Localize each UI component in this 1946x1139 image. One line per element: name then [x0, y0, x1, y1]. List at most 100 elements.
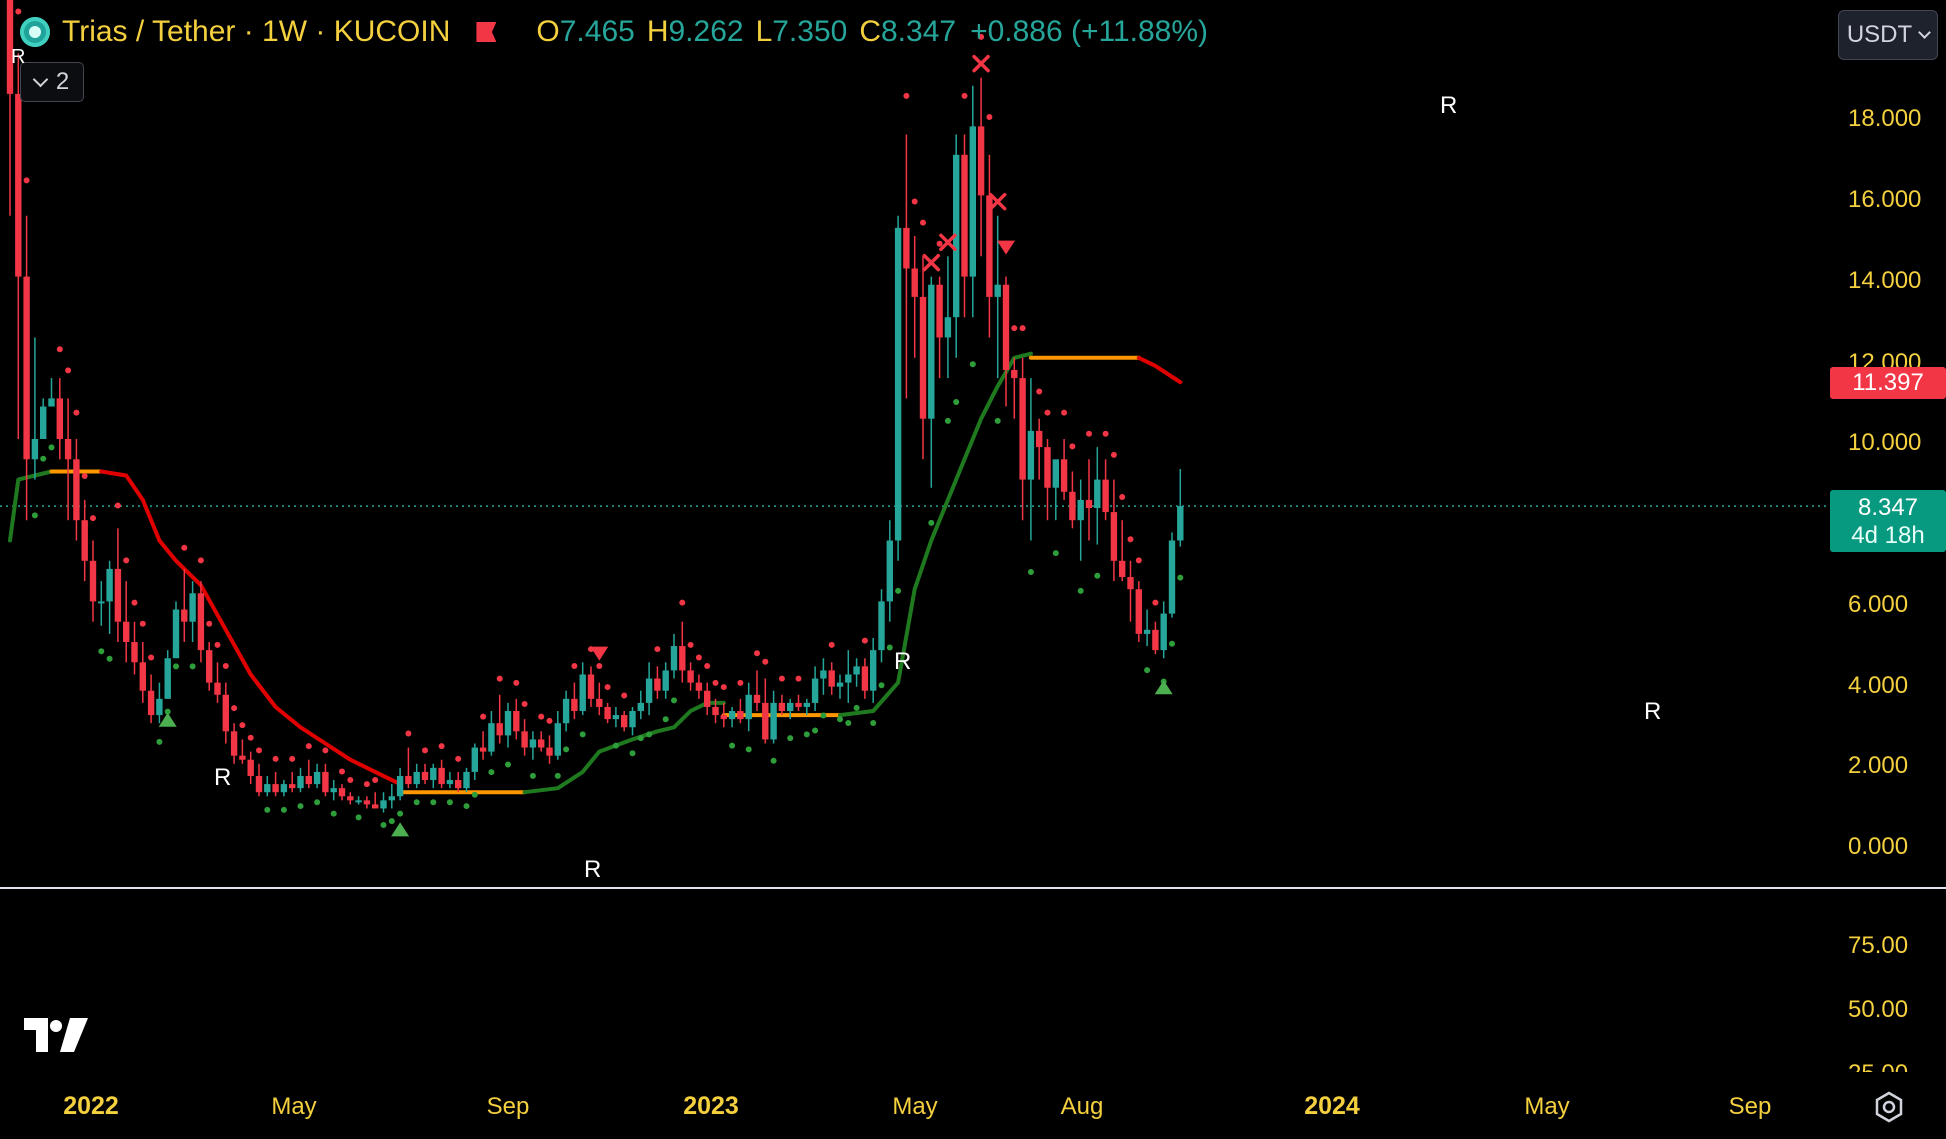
candle-body: [654, 678, 661, 691]
candle-body: [836, 682, 844, 687]
indicators-toggle-button[interactable]: 2: [20, 62, 84, 102]
candle-body: [405, 775, 412, 785]
tradingview-logo-icon[interactable]: [22, 1014, 90, 1056]
stop-dot: [330, 810, 337, 817]
time-tick: 2023: [683, 1092, 739, 1120]
stop-dot: [845, 719, 852, 726]
candle-body: [612, 715, 620, 720]
chevron-down-icon: [32, 71, 49, 88]
cross-mark-icon: [972, 54, 990, 73]
stop-dot: [787, 735, 794, 742]
candle-body: [845, 674, 852, 683]
sell-triangle-icon: [590, 646, 609, 661]
candle-body: [81, 520, 88, 561]
candle-body: [919, 296, 927, 419]
stop-dot: [23, 177, 30, 184]
stop-dot: [40, 455, 47, 462]
candle-body: [114, 568, 122, 622]
stop-dot: [571, 662, 578, 669]
sell-triangle-icon: [997, 240, 1015, 255]
low-value: 7.350: [772, 15, 848, 48]
stop-dot: [936, 240, 943, 247]
candle-body: [1119, 560, 1126, 578]
settings-gear-icon[interactable]: [1872, 1090, 1906, 1124]
candle-body: [1011, 369, 1018, 379]
candle-body: [969, 126, 976, 277]
price-axis[interactable]: 18.000 16.000 14.000 12.000 10.000 6.000…: [1848, 105, 1921, 860]
stop-dot: [363, 781, 370, 788]
candle-body: [338, 788, 346, 797]
flag-icon[interactable]: [476, 22, 497, 42]
stop-dot: [90, 515, 96, 522]
stop-dot: [214, 641, 221, 648]
stop-dot: [347, 776, 354, 783]
candle-body: [596, 698, 603, 707]
candle-body: [189, 593, 196, 622]
last-price-tag[interactable]: 8.347 4d 18h: [1830, 490, 1946, 552]
candle-body: [745, 694, 752, 720]
candle-body: [172, 609, 180, 659]
candle-body: [455, 780, 462, 789]
stop-dot: [289, 755, 296, 762]
candle-body: [264, 784, 271, 793]
symbol-title[interactable]: Trias / Tether · 1W · KUCOIN: [62, 15, 451, 48]
stop-dot: [513, 679, 520, 686]
candle-body: [156, 698, 163, 716]
candle-body: [438, 767, 445, 785]
indicator-price-tag[interactable]: 11.397: [1830, 367, 1946, 399]
candle-body: [1044, 447, 1051, 488]
stop-dot: [612, 742, 619, 749]
candle-body: [239, 755, 246, 760]
candle-body: [446, 780, 454, 785]
symbol-header[interactable]: Trias / Tether · 1W · KUCOIN O 7.465 H 9…: [20, 12, 1208, 52]
candle-body: [197, 593, 205, 651]
stop-dot: [704, 662, 711, 669]
stop-dot: [1086, 430, 1092, 437]
candle-body: [538, 739, 545, 748]
stop-dot: [173, 663, 179, 670]
price-tick: 4.000: [1848, 672, 1908, 699]
candle-body: [222, 694, 229, 732]
stop-dot: [206, 620, 213, 627]
indicator-axis[interactable]: 75.00 50.00 25.00: [1848, 932, 1908, 1087]
candle-body: [1060, 459, 1068, 492]
time-tick: Aug: [1061, 1093, 1104, 1120]
candle-body: [1036, 430, 1043, 448]
stop-dot: [73, 409, 80, 416]
stop-dot: [837, 716, 843, 723]
trail-line-segment: [99, 469, 403, 787]
candle-body: [313, 771, 321, 785]
stop-dot: [762, 658, 769, 665]
stop-dot: [878, 682, 885, 689]
candle-body: [106, 568, 113, 602]
stop-dot: [81, 472, 88, 479]
stop-dot: [679, 599, 686, 606]
stop-dot: [65, 367, 72, 374]
candle-body: [886, 540, 893, 602]
candle-body: [40, 406, 47, 439]
candle-body: [347, 796, 354, 801]
stop-dot: [621, 692, 628, 699]
stop-dot: [953, 399, 960, 406]
time-axis[interactable]: 2022 May Sep 2023 May Aug 2024 May Sep: [63, 1092, 1771, 1120]
stop-dot: [164, 708, 171, 715]
candle-body: [6, 0, 14, 94]
stop-dot: [380, 821, 387, 828]
price-tick: 0.000: [1848, 833, 1908, 860]
stop-dot: [139, 620, 146, 627]
candle-body: [1027, 430, 1035, 480]
stop-dot: [405, 730, 412, 737]
candle-body: [903, 227, 910, 269]
stop-dot: [372, 776, 379, 783]
candle-body: [15, 93, 22, 277]
currency-button[interactable]: USDT: [1838, 10, 1938, 60]
stop-dot: [778, 675, 785, 682]
candle-body: [421, 771, 429, 781]
candle-body: [471, 747, 478, 772]
stop-dot: [231, 705, 238, 712]
signal-label: R: [584, 856, 602, 883]
stop-dot: [1019, 325, 1026, 332]
stop-dot: [1177, 574, 1184, 581]
